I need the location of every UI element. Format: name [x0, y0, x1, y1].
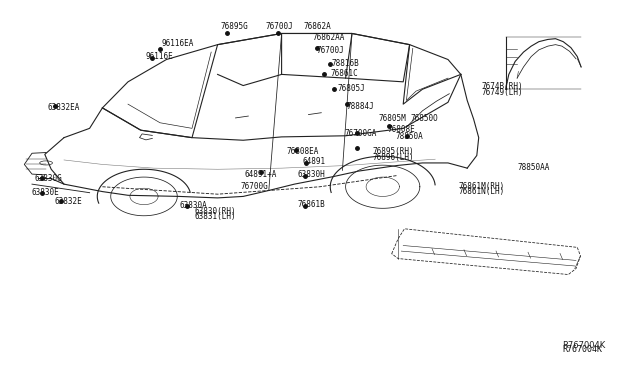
Text: 76861M(RH): 76861M(RH)	[458, 182, 504, 190]
Text: 76805M: 76805M	[379, 114, 406, 123]
Text: 76850O: 76850O	[411, 114, 438, 123]
Text: 76862AA: 76862AA	[312, 33, 345, 42]
Text: 76861B: 76861B	[298, 200, 325, 209]
Text: 76805J: 76805J	[338, 84, 365, 93]
Text: 63830H: 63830H	[298, 170, 325, 179]
Text: 78850AA: 78850AA	[517, 163, 550, 172]
Text: 76700GA: 76700GA	[344, 129, 377, 138]
Text: 96116EA: 96116EA	[161, 39, 194, 48]
Text: R767004K: R767004K	[562, 341, 605, 350]
Text: 7674B(RH): 7674B(RH)	[481, 82, 523, 91]
Text: 63830(RH): 63830(RH)	[195, 207, 236, 216]
Text: 76895(RH): 76895(RH)	[372, 147, 414, 156]
Text: R767004K: R767004K	[562, 345, 602, 354]
Text: 76749(LH): 76749(LH)	[481, 88, 523, 97]
Text: 76896(LH): 76896(LH)	[372, 153, 414, 162]
Text: 64891: 64891	[302, 157, 325, 166]
Text: 76808E: 76808E	[387, 125, 415, 134]
Text: 63832E: 63832E	[54, 197, 82, 206]
Text: 64891+A: 64891+A	[244, 170, 277, 179]
Text: 76700J: 76700J	[266, 22, 293, 31]
Text: 63830A: 63830A	[179, 201, 207, 210]
Text: 63830G: 63830G	[35, 174, 62, 183]
Text: 76895G: 76895G	[221, 22, 248, 31]
Text: 96116E: 96116E	[146, 52, 173, 61]
Text: 76862A: 76862A	[304, 22, 332, 31]
Text: 63830E: 63830E	[32, 188, 60, 197]
Text: 76808EA: 76808EA	[287, 147, 319, 155]
Text: 76861N(LH): 76861N(LH)	[458, 187, 504, 196]
Text: 78816B: 78816B	[332, 59, 359, 68]
Text: 63831(LH): 63831(LH)	[195, 212, 236, 221]
Text: 76700G: 76700G	[241, 182, 268, 190]
Text: 78884J: 78884J	[347, 102, 374, 110]
Text: 78850A: 78850A	[396, 132, 423, 141]
Text: 76700J: 76700J	[317, 46, 344, 55]
Text: 63832EA: 63832EA	[48, 103, 81, 112]
Text: 76861C: 76861C	[330, 69, 358, 78]
